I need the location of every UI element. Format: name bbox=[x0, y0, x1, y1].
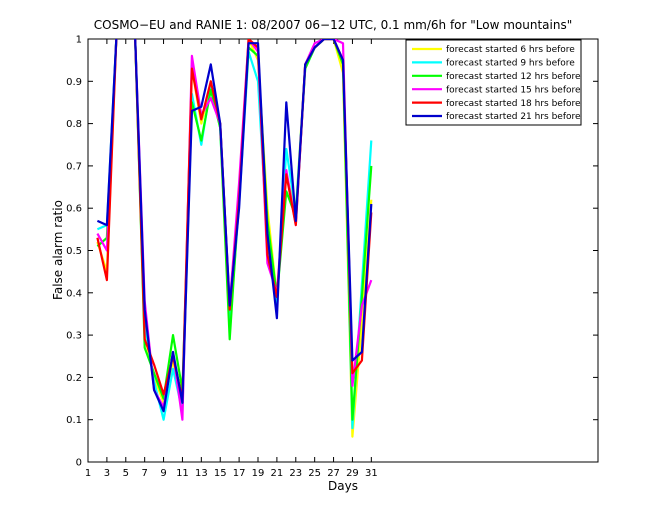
legend-label: forecast started 12 hrs before bbox=[446, 72, 581, 82]
x-tick-label: 21 bbox=[271, 468, 284, 479]
legend-items: forecast started 6 hrs before forecast st… bbox=[412, 45, 581, 122]
x-tick-label: 3 bbox=[104, 468, 110, 479]
y-tick-label: 0.7 bbox=[66, 161, 82, 172]
y-tick-label: 0 bbox=[76, 458, 82, 469]
x-tick-label: 25 bbox=[308, 468, 321, 479]
legend-box bbox=[405, 39, 582, 126]
x-tick-label: 1 bbox=[85, 468, 91, 479]
x-tick-label: 5 bbox=[123, 468, 129, 479]
series-line-6 bbox=[96, 39, 373, 413]
x-tick-label: 23 bbox=[289, 468, 302, 479]
x-tick-label: 9 bbox=[160, 468, 166, 479]
x-tick-label: 13 bbox=[195, 468, 208, 479]
legend-label: forecast started 21 hrs before bbox=[446, 112, 581, 122]
y-tick-label: 1 bbox=[76, 35, 82, 46]
chart-title: COSMO−EU and RANIE 1: 08/2007 06−12 UTC,… bbox=[94, 18, 573, 32]
x-tick-label: 17 bbox=[233, 468, 246, 479]
legend-label: forecast started 6 hrs before bbox=[446, 45, 575, 55]
y-tick-label: 0.2 bbox=[66, 373, 82, 384]
x-tick-label: 31 bbox=[365, 468, 378, 479]
y-tick-label: 0.1 bbox=[66, 415, 82, 426]
x-tick-label: 29 bbox=[346, 468, 359, 479]
y-tick-label: 0.9 bbox=[66, 77, 82, 88]
x-tick-label: 15 bbox=[214, 468, 227, 479]
y-axis-label: False alarm ratio bbox=[51, 200, 65, 300]
x-axis-label: Days bbox=[328, 479, 358, 493]
legend-label: forecast started 9 hrs before bbox=[446, 59, 575, 69]
x-tick-label: 19 bbox=[252, 468, 265, 479]
legend-label: forecast started 15 hrs before bbox=[446, 85, 581, 95]
x-axis: 1 3 5 7 9 11 13 15 17 19 21 23 25 27 29 31 bbox=[85, 39, 378, 479]
legend-label: forecast started 18 hrs before bbox=[446, 99, 581, 109]
y-tick-label: 0.3 bbox=[66, 331, 82, 342]
x-tick-label: 27 bbox=[327, 468, 340, 479]
x-tick-label: 11 bbox=[176, 468, 189, 479]
y-tick-label: 0.6 bbox=[66, 204, 82, 215]
y-axis: 0 0.1 0.2 0.3 0.4 0.5 0.6 0.7 0.8 0.9 1 bbox=[66, 35, 598, 469]
x-tick-label: 7 bbox=[141, 468, 147, 479]
series-lines bbox=[96, 39, 373, 438]
y-tick-label: 0.5 bbox=[66, 246, 82, 257]
legend: forecast started 6 hrs before forecast st… bbox=[405, 39, 582, 126]
y-tick-label: 0.8 bbox=[66, 119, 82, 130]
y-tick-label: 0.4 bbox=[66, 288, 82, 299]
